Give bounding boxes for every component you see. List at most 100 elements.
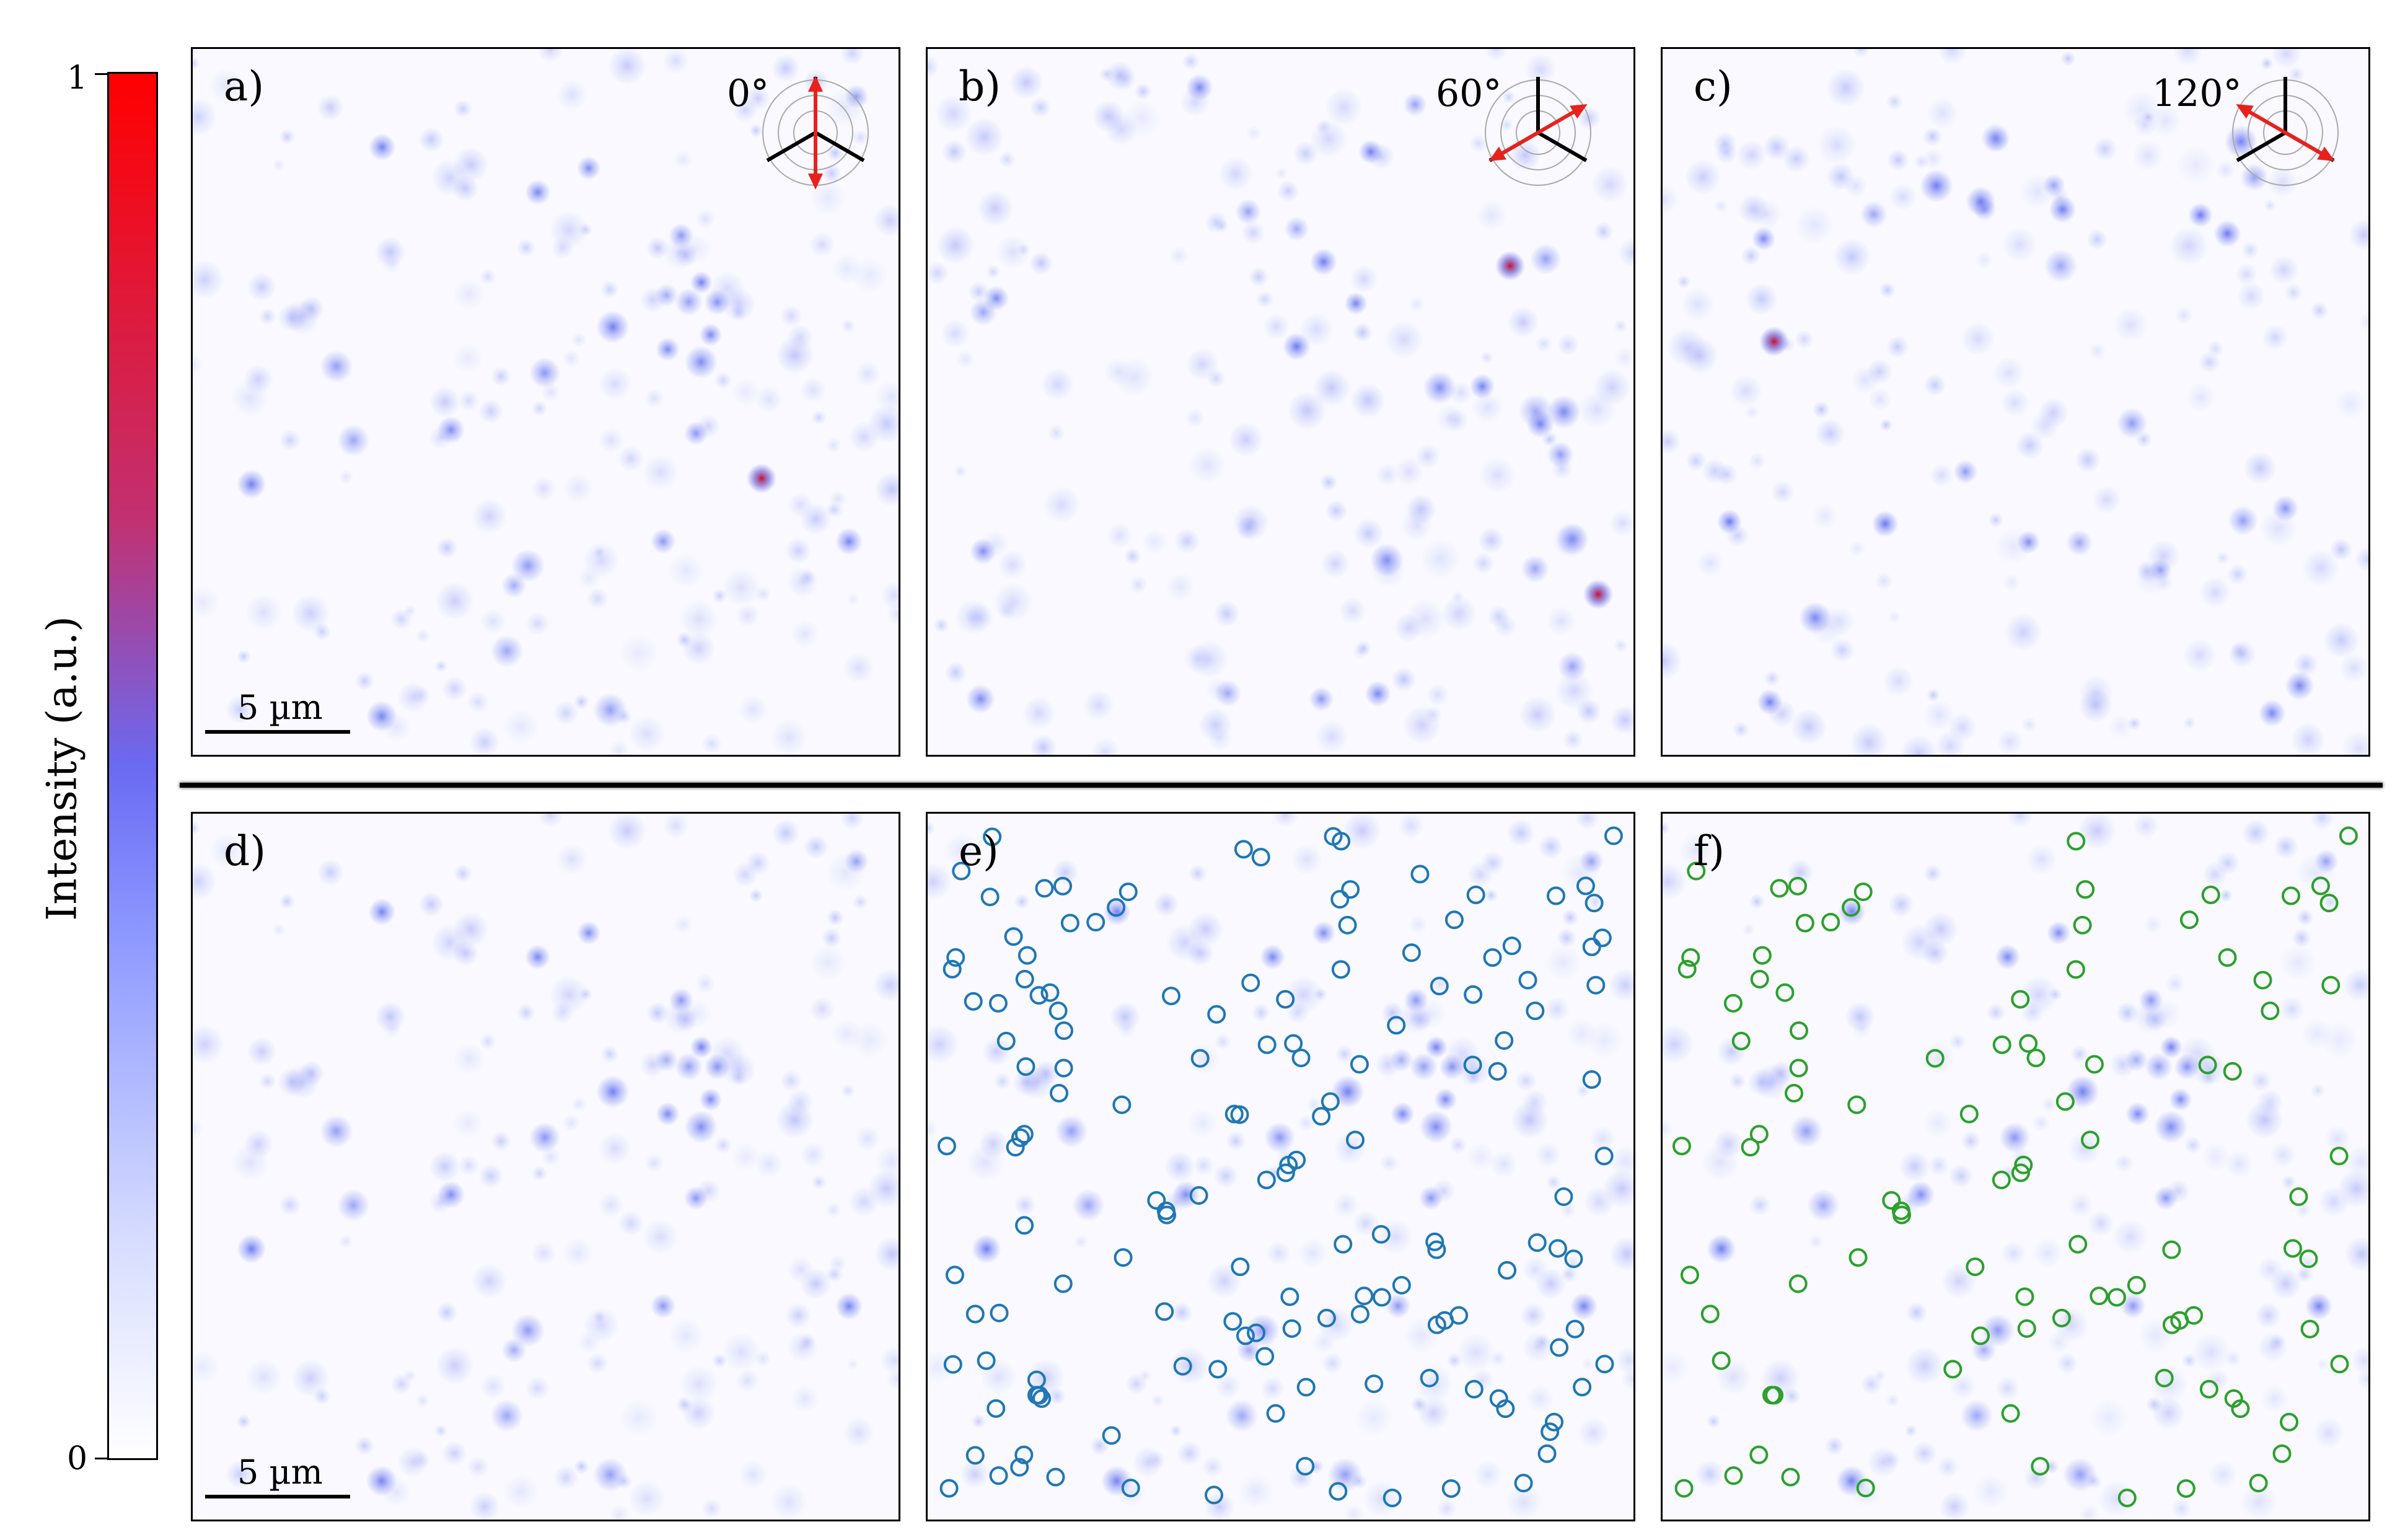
colorbar-min-label: 0 bbox=[67, 1440, 88, 1477]
detected-spot-marker bbox=[1392, 1275, 1411, 1295]
detected-spot-marker bbox=[1488, 1062, 1507, 1081]
detected-spot-marker bbox=[1749, 1445, 1769, 1464]
detected-spot-marker bbox=[2090, 1287, 2109, 1306]
detected-spot-marker bbox=[2055, 1092, 2075, 1111]
detected-spot-marker bbox=[1882, 1190, 1901, 1210]
detected-spot-marker bbox=[1054, 1058, 1073, 1078]
detected-spot-marker bbox=[1035, 879, 1054, 898]
detected-spot-marker bbox=[1546, 886, 1565, 905]
detected-spot-marker bbox=[2031, 1456, 2050, 1476]
detected-spot-marker bbox=[1251, 848, 1270, 867]
detected-spot-marker bbox=[1230, 1105, 1249, 1124]
detected-spot-marker bbox=[2319, 894, 2339, 913]
detected-spot-marker bbox=[1276, 1163, 1295, 1182]
detected-spot-marker bbox=[1441, 1479, 1461, 1498]
detected-spot-marker bbox=[2155, 1368, 2174, 1388]
detected-spot-marker bbox=[1749, 1125, 1769, 1144]
detected-spot-marker bbox=[1856, 1479, 1875, 1498]
detected-spot-marker bbox=[1785, 1084, 1804, 1103]
detected-spot-marker bbox=[1992, 1170, 2011, 1189]
detected-spot-marker bbox=[1550, 1338, 1569, 1357]
detected-spot-marker bbox=[1672, 1137, 1691, 1156]
detected-spot-marker bbox=[2176, 1479, 2196, 1498]
panel-f: f) bbox=[1661, 812, 2370, 1521]
detected-spot-marker bbox=[1496, 1399, 1515, 1419]
detected-spot-marker bbox=[945, 1265, 964, 1285]
detected-spot-marker bbox=[1329, 1482, 1348, 1501]
detected-spot-marker bbox=[1010, 1458, 1029, 1477]
colorbar-tick-min bbox=[95, 1458, 107, 1459]
detected-spot-marker bbox=[1004, 927, 1023, 946]
detected-spot-marker bbox=[2127, 1275, 2146, 1295]
detected-spot-marker bbox=[1208, 1360, 1228, 1379]
detected-spot-marker bbox=[1207, 1005, 1226, 1024]
detected-spot-marker bbox=[1420, 1368, 1439, 1388]
detected-spot-marker bbox=[1053, 1274, 1073, 1293]
detected-spot-marker bbox=[1565, 1319, 1585, 1339]
detected-spot-marker bbox=[2201, 886, 2220, 905]
detected-spot-marker bbox=[1018, 946, 1037, 965]
detected-spot-marker bbox=[1350, 1305, 1369, 1324]
detected-spot-marker bbox=[2066, 960, 2085, 979]
detected-spot-marker bbox=[1282, 1319, 1301, 1338]
detected-spot-marker bbox=[1564, 1249, 1583, 1269]
detected-spot-marker bbox=[1257, 1035, 1277, 1054]
detected-spot-marker bbox=[1155, 1302, 1174, 1321]
detected-spot-marker bbox=[1821, 913, 1840, 932]
detected-spot-marker bbox=[1943, 1360, 1963, 1379]
detected-spot-marker bbox=[1334, 1234, 1353, 1254]
scale-bar-label: 5 µm bbox=[237, 1453, 323, 1492]
detected-spot-marker bbox=[1752, 946, 1772, 965]
detected-spot-marker bbox=[937, 1137, 956, 1156]
detected-spot-marker bbox=[1554, 1187, 1573, 1207]
detected-spot-marker bbox=[1992, 1035, 2011, 1054]
detected-spot-marker bbox=[1312, 1107, 1331, 1126]
detected-spot-marker bbox=[990, 1303, 1009, 1322]
detected-spot-marker bbox=[965, 1305, 985, 1324]
detected-spot-marker bbox=[1573, 1378, 1592, 1397]
detected-spot-marker bbox=[1241, 973, 1260, 992]
detected-spot-marker bbox=[1040, 983, 1060, 1002]
detected-spot-marker bbox=[1789, 1058, 1808, 1078]
panel-e: e) bbox=[926, 812, 1635, 1521]
detected-spot-marker bbox=[939, 1479, 959, 1498]
polarization-angle-label: 60° bbox=[1436, 72, 1502, 115]
detected-spot-marker bbox=[1234, 840, 1253, 859]
detected-spot-marker bbox=[1048, 1001, 1068, 1021]
detected-spot-marker bbox=[1112, 1095, 1132, 1114]
detected-spot-marker bbox=[1444, 910, 1464, 930]
colorbar-tick-max bbox=[95, 73, 107, 75]
detected-spot-marker bbox=[989, 1466, 1008, 1485]
polarization-angle-label: 120° bbox=[2152, 72, 2242, 115]
detected-spot-marker bbox=[1371, 1225, 1391, 1244]
panel-label: c) bbox=[1694, 63, 1733, 110]
detected-spot-marker bbox=[2085, 1055, 2104, 1074]
detected-spot-marker bbox=[943, 1355, 962, 1374]
detected-spot-marker bbox=[1287, 1150, 1306, 1169]
detected-spot-marker bbox=[2253, 970, 2272, 990]
detected-spot-marker bbox=[1541, 1422, 1560, 1441]
detected-spot-marker bbox=[1355, 1287, 1374, 1306]
detected-spot-marker bbox=[977, 1351, 996, 1370]
detected-spot-marker bbox=[1291, 1049, 1311, 1068]
detected-spot-marker bbox=[1296, 1456, 1315, 1476]
detected-spot-marker bbox=[1681, 948, 1700, 967]
detected-spot-marker bbox=[1402, 943, 1421, 962]
detected-spot-marker bbox=[1231, 1257, 1250, 1277]
detected-spot-marker bbox=[1674, 1479, 1694, 1498]
detected-spot-marker bbox=[2280, 1412, 2299, 1432]
detected-spot-marker bbox=[1280, 1287, 1299, 1306]
detected-spot-marker bbox=[2300, 1319, 2319, 1339]
detected-spot-marker bbox=[1788, 876, 1808, 895]
detected-spot-marker bbox=[1595, 1355, 1614, 1374]
detected-spot-marker bbox=[1585, 894, 1604, 913]
detected-spot-marker bbox=[965, 1446, 985, 1465]
detected-spot-marker bbox=[980, 887, 1000, 907]
detected-spot-marker bbox=[1680, 1265, 1699, 1285]
detected-spot-marker bbox=[1430, 977, 1449, 996]
detected-spot-marker bbox=[1410, 865, 1430, 884]
detected-spot-marker bbox=[983, 827, 1002, 847]
detected-spot-marker bbox=[2179, 910, 2199, 930]
detected-spot-marker bbox=[1014, 1125, 1034, 1144]
detected-spot-marker bbox=[2052, 1308, 2071, 1327]
